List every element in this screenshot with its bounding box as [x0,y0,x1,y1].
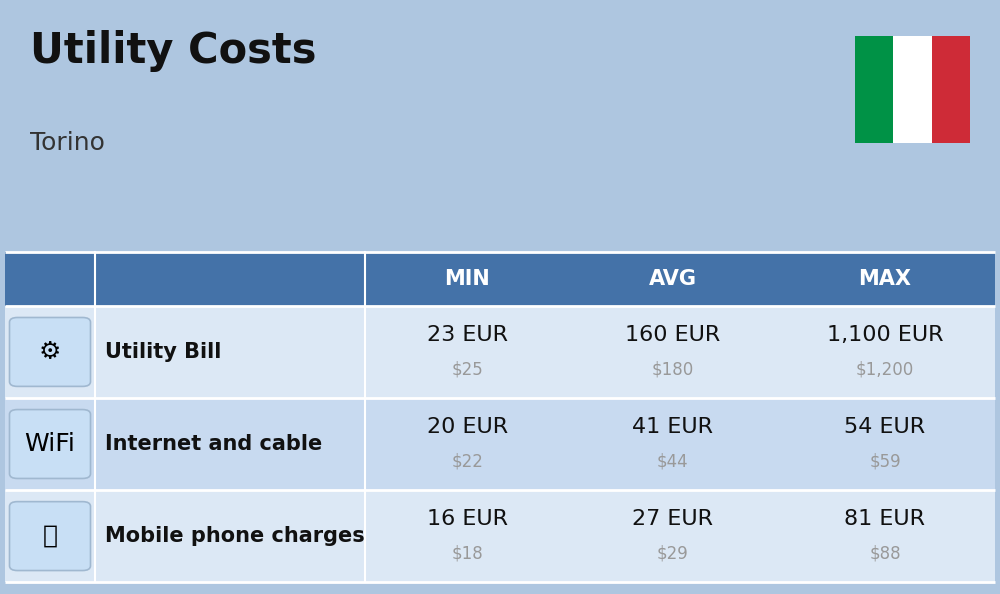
FancyBboxPatch shape [893,36,932,143]
Text: 16 EUR: 16 EUR [427,510,508,529]
Text: 160 EUR: 160 EUR [625,326,720,345]
Text: 41 EUR: 41 EUR [632,418,713,437]
FancyBboxPatch shape [9,501,90,570]
FancyBboxPatch shape [9,410,90,479]
Text: $25: $25 [452,361,483,379]
Text: $59: $59 [869,453,901,471]
Text: 54 EUR: 54 EUR [844,418,926,437]
FancyBboxPatch shape [9,317,90,387]
FancyBboxPatch shape [5,398,995,490]
Text: $88: $88 [869,545,901,563]
Text: 27 EUR: 27 EUR [632,510,713,529]
Text: 1,100 EUR: 1,100 EUR [827,326,943,345]
Text: 23 EUR: 23 EUR [427,326,508,345]
Text: $180: $180 [651,361,694,379]
FancyBboxPatch shape [5,252,995,306]
Text: Utility Bill: Utility Bill [105,342,221,362]
Text: $29: $29 [657,545,688,563]
Text: Internet and cable: Internet and cable [105,434,322,454]
Text: MAX: MAX [858,269,911,289]
FancyBboxPatch shape [855,36,893,143]
Text: $18: $18 [452,545,483,563]
Text: Torino: Torino [30,131,105,154]
Text: 📱: 📱 [42,524,57,548]
Text: $22: $22 [452,453,483,471]
Text: ⚙: ⚙ [39,340,61,364]
Text: Mobile phone charges: Mobile phone charges [105,526,365,546]
Text: WiFi: WiFi [25,432,75,456]
Text: AVG: AVG [648,269,696,289]
Text: $1,200: $1,200 [856,361,914,379]
FancyBboxPatch shape [5,306,995,398]
Text: 20 EUR: 20 EUR [427,418,508,437]
Text: $44: $44 [657,453,688,471]
Text: 81 EUR: 81 EUR [844,510,925,529]
Text: Utility Costs: Utility Costs [30,30,316,72]
Text: MIN: MIN [445,269,490,289]
FancyBboxPatch shape [932,36,970,143]
FancyBboxPatch shape [5,490,995,582]
